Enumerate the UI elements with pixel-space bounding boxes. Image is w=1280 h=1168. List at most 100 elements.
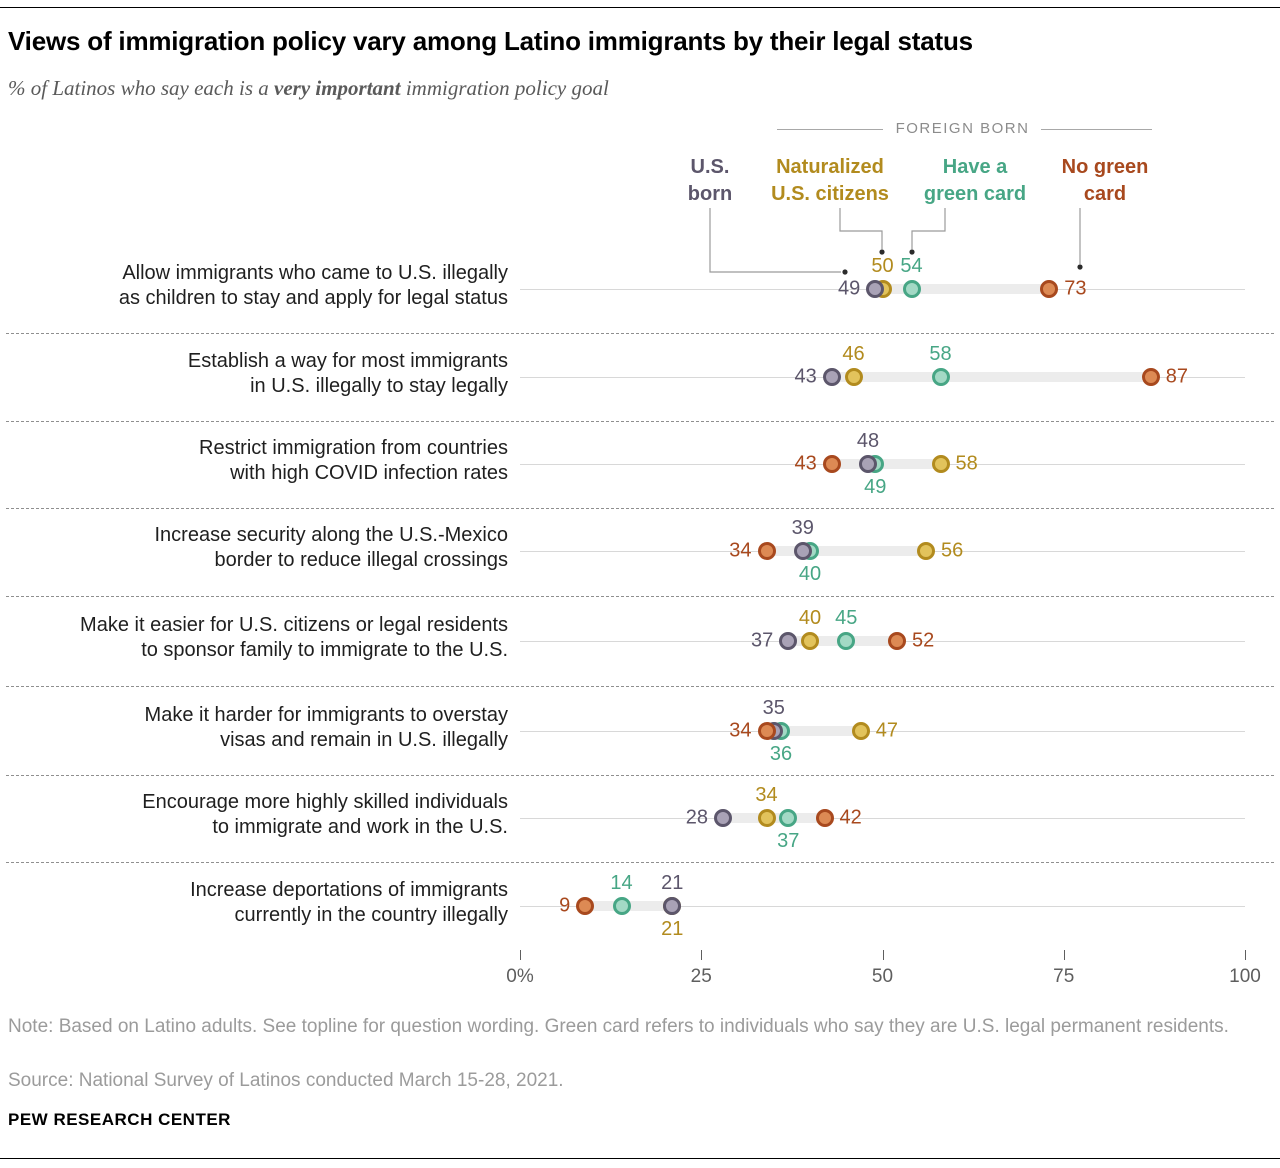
dot-naturalized <box>801 632 819 650</box>
category-label-line: to immigrate and work in the U.S. <box>212 816 508 838</box>
row-separator <box>6 686 1274 687</box>
category-label-line: Make it harder for immigrants to oversta… <box>144 704 508 726</box>
grid-line <box>520 731 1245 732</box>
axis-tick-label: 50 <box>871 966 894 987</box>
value-label: 49 <box>864 476 887 498</box>
dot-green-card <box>837 632 856 650</box>
category-label: Make it harder for immigrants to oversta… <box>8 703 508 753</box>
value-label: 58 <box>955 452 978 475</box>
axis-tick-label: 75 <box>1053 966 1075 987</box>
range-band <box>831 459 941 469</box>
dot-no-green-card <box>822 455 841 473</box>
dot-us-born <box>859 455 877 473</box>
value-label: 35 <box>762 697 785 719</box>
dot-naturalized <box>757 809 776 827</box>
category-label-line: Establish a way for most immigrants <box>187 350 508 372</box>
grid-line <box>520 818 1245 819</box>
value-label: 43 <box>794 452 817 475</box>
value-label: 47 <box>875 719 898 742</box>
axis-tick-label: 100 <box>1229 966 1261 987</box>
category-label-line: as children to stay and apply for legal … <box>118 287 508 309</box>
row-separator <box>6 333 1274 334</box>
legend-item-label-line: U.S. citizens <box>771 183 889 205</box>
top-border-rule <box>0 7 1280 8</box>
dot-naturalized <box>917 542 935 560</box>
category-label-line: Increase deportations of immigrants <box>190 879 508 901</box>
legend-item-label-line: green card <box>923 183 1027 205</box>
value-label: 14 <box>610 872 633 894</box>
dot-no-green-card <box>757 722 776 740</box>
category-label-line: Allow immigrants who came to U.S. illega… <box>122 262 508 284</box>
category-label-line: visas and remain in U.S. illegally <box>220 729 508 751</box>
value-label: 9 <box>559 894 571 917</box>
dot-green-card <box>902 280 921 298</box>
range-band <box>875 284 1050 294</box>
brand-name: PEW RESEARCH CENTER <box>8 1110 231 1129</box>
dot-us-born <box>793 542 812 560</box>
row-separator <box>6 420 1274 422</box>
dot-us-born <box>822 368 841 386</box>
dot-us-born <box>779 632 798 650</box>
footnote: Note: Based on Latino adults. See toplin… <box>8 1016 1229 1037</box>
legend-item-us-born: U.S. born <box>615 154 805 208</box>
dot-us-born <box>714 809 732 827</box>
value-label: 46 <box>842 343 865 365</box>
axis-tick-label: 25 <box>690 966 712 987</box>
value-label: 39 <box>791 517 814 539</box>
dot-us-born <box>663 897 682 915</box>
grid-line <box>520 906 1245 907</box>
page-title: Views of immigration policy vary among L… <box>8 26 973 56</box>
value-label: 36 <box>769 743 793 765</box>
category-label: Restrict immigration from countries with … <box>8 436 508 486</box>
legend-item-no-green-card: No green card <box>1010 154 1200 208</box>
category-label: Allow immigrants who came to U.S. illega… <box>8 261 508 311</box>
dot-green-card <box>931 368 950 386</box>
category-label-line: in U.S. illegally to stay legally <box>250 375 508 397</box>
row-separator <box>6 774 1274 776</box>
dot-no-green-card <box>1141 368 1160 386</box>
value-label: 34 <box>755 784 778 806</box>
value-label: 87 <box>1165 365 1188 388</box>
value-label: 52 <box>912 629 935 652</box>
legend-item-label-line: Have a <box>942 156 1008 178</box>
value-label: 21 <box>661 872 684 894</box>
value-label: 49 <box>838 277 861 300</box>
range-band <box>766 546 926 556</box>
row-separator <box>6 596 1274 597</box>
category-label: Encourage more highly skilled individual… <box>8 790 508 840</box>
dot-naturalized <box>844 368 863 386</box>
category-label-line: currently in the country illegally <box>234 904 508 926</box>
category-label: Make it easier for U.S. citizens or lega… <box>8 613 508 663</box>
axis-tick <box>701 950 703 960</box>
value-label: 54 <box>900 255 923 277</box>
dot-no-green-card <box>576 897 595 915</box>
dot-no-green-card <box>1040 280 1059 298</box>
dot-green-card <box>612 897 631 915</box>
dot-no-green-card <box>757 542 776 560</box>
category-label-line: Increase security along the U.S.-Mexico <box>154 524 509 546</box>
category-label-line: Make it easier for U.S. citizens or lega… <box>80 614 508 636</box>
value-label: 45 <box>835 607 858 629</box>
value-label: 42 <box>839 806 862 829</box>
legend-item-label-line: No green <box>1061 156 1149 178</box>
category-label-line: Restrict immigration from countries <box>199 437 508 459</box>
dot-naturalized <box>931 455 950 473</box>
axis-tick <box>882 950 884 960</box>
row-separator <box>6 507 1274 509</box>
subtitle-prefix: % of Latinos who say each is a <box>8 76 274 100</box>
bottom-border-rule <box>0 1158 1280 1159</box>
value-label: 34 <box>729 539 752 562</box>
category-label-line: with high COVID infection rates <box>230 462 508 484</box>
value-label: 34 <box>729 719 752 742</box>
legend-item-green-card: Have a green card <box>880 154 1070 208</box>
legend-item-label-line: born <box>687 183 733 205</box>
chart-subtitle: % of Latinos who say each is a very impo… <box>8 76 1272 101</box>
dot-no-green-card <box>888 632 906 650</box>
value-label: 43 <box>794 365 817 388</box>
category-label: Increase deportations of immigrants curre… <box>8 878 508 928</box>
legend-item-label-line: U.S. <box>690 156 730 178</box>
value-label: 56 <box>941 539 964 562</box>
foreign-born-group-header: FOREIGN BORN <box>895 120 1030 137</box>
axis-tick <box>520 950 521 960</box>
value-label: 40 <box>798 607 822 629</box>
